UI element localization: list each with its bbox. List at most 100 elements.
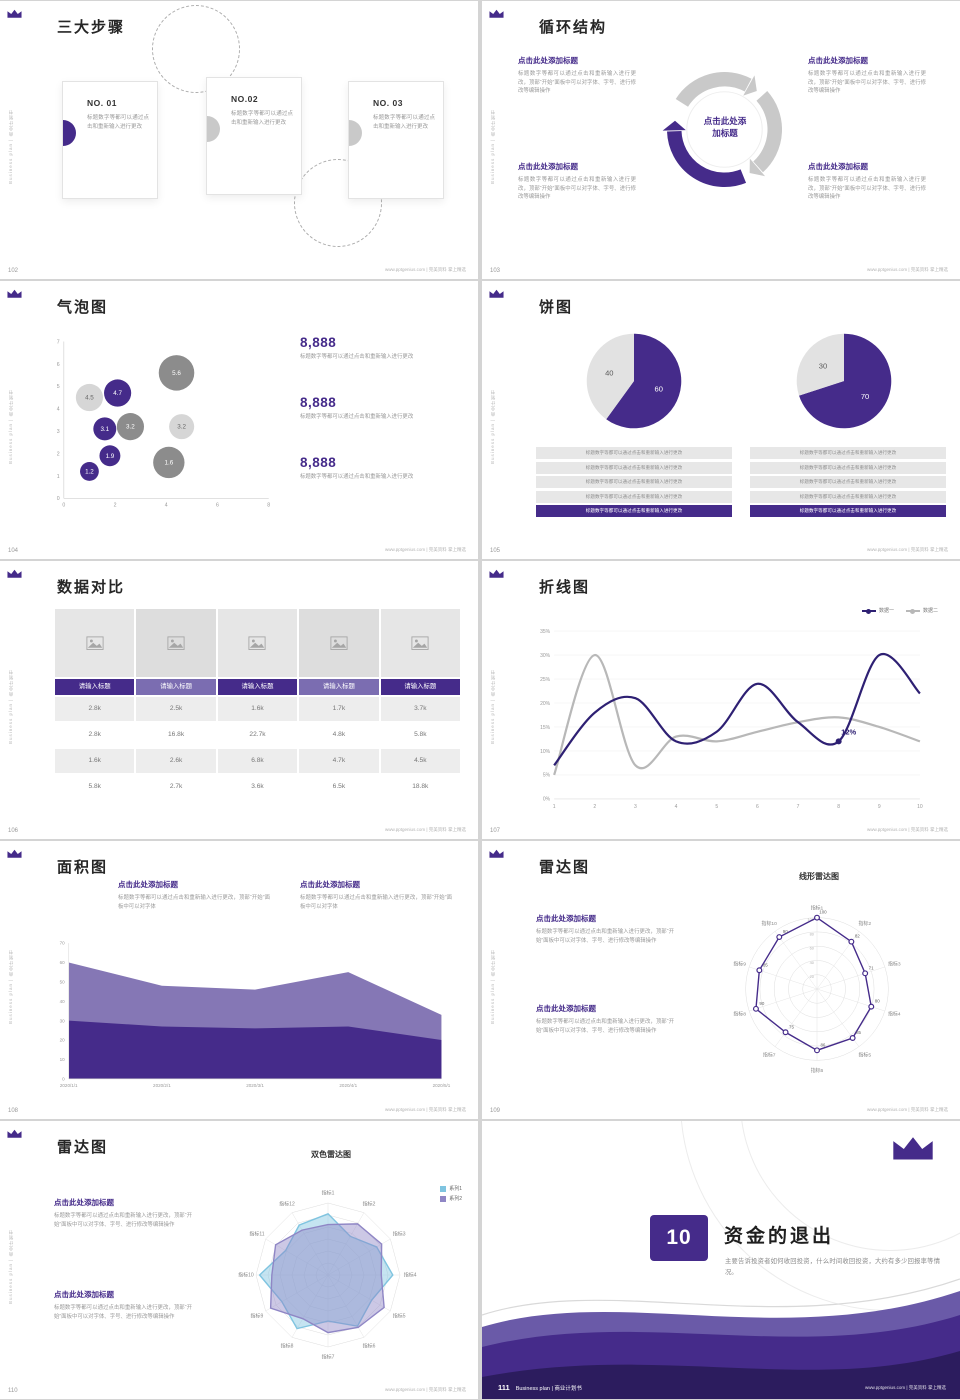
svg-text:2020/3/1: 2020/3/1 xyxy=(246,1083,264,1088)
legend-item: 系列1 xyxy=(440,1185,462,1192)
stat-value: 8,888 xyxy=(300,395,337,410)
stat-block-3: 8,888 标题数字等都可以通过点击和重新输入进行更改 xyxy=(300,455,450,482)
svg-text:5.6: 5.6 xyxy=(172,370,181,377)
svg-text:指标12: 指标12 xyxy=(279,1201,295,1208)
block-title: 点击此处添加标题 xyxy=(536,1004,596,1013)
table-cell: 3.7k xyxy=(380,697,460,721)
brand-logo-icon xyxy=(7,849,22,858)
step-card-3: NO. 03 标题数字等都可以通过点击和重新输入进行更改 xyxy=(348,81,444,199)
block-title: 点击此处添加标题 xyxy=(808,56,868,65)
sidebar-brand-text: Business plan | 商业计划书 xyxy=(490,668,495,744)
table-cell: 6.5k xyxy=(299,775,379,799)
svg-text:70: 70 xyxy=(861,392,869,401)
area-block-2: 点击此处添加标题 标题数字等都可以通过点击和重新输入进行更改，顶部“开始”面板中… xyxy=(300,879,452,911)
cycle-block-bottom-left: 点击此处添加标题 标题数字等都可以通过点击和重新输入进行更改，顶部“开始”面板中… xyxy=(518,161,636,202)
brand-logo-icon xyxy=(489,849,504,858)
semicircle-accent-icon xyxy=(63,120,76,146)
table-column: 请输入标题 1.7k 4.8k 4.7k 6.5k xyxy=(299,609,379,799)
page-title: 雷达图 xyxy=(57,1139,109,1156)
pie-chart-right: 70 30 xyxy=(792,329,896,433)
slide-three-steps: Business plan | 商业计划书 三大步骤 NO. 01 标题数字等都… xyxy=(0,1,478,279)
slide-sidebar: Business plan | 商业计划书 xyxy=(482,561,508,839)
svg-text:4: 4 xyxy=(165,503,168,509)
page-number: 108 xyxy=(8,1108,19,1114)
table-cell: 5.8k xyxy=(55,775,135,799)
brand-logo-icon xyxy=(7,569,22,578)
svg-text:25%: 25% xyxy=(540,677,551,683)
image-placeholder xyxy=(136,609,216,677)
stat-block-2: 8,888 标题数字等都可以通过点击和重新输入进行更改 xyxy=(300,395,450,422)
image-placeholder xyxy=(380,609,460,677)
svg-text:40: 40 xyxy=(810,960,815,965)
table-cell: 16.8k xyxy=(136,723,216,747)
image-placeholder xyxy=(217,609,298,677)
list-item: 标题数字等都可以通过点击和重新输入进行更改 xyxy=(536,490,732,503)
svg-text:30: 30 xyxy=(60,1018,66,1023)
svg-text:指标6: 指标6 xyxy=(363,1343,376,1350)
slide-sidebar: Business plan | 商业计划书 xyxy=(482,841,508,1119)
svg-text:1: 1 xyxy=(553,804,556,810)
brand-logo-icon xyxy=(7,289,22,298)
table-column: 请输入标题 3.7k 5.8k 4.5k 18.8k xyxy=(380,609,460,799)
list-item: 标题数字等都可以通过点击和重新输入进行更改 xyxy=(536,447,732,459)
svg-text:指标11: 指标11 xyxy=(249,1231,264,1238)
svg-text:2020/5/1: 2020/5/1 xyxy=(433,1083,451,1088)
radar-chart: 指标1 指标2 指标3 指标4 指标5 指标6 指标7 指标8 指标9 指标10 20 40 60 80 1… xyxy=(712,881,922,1093)
footer-site-text: www.pptgenius.com | 完美资料 掌上精选 xyxy=(867,827,948,832)
svg-text:1: 1 xyxy=(57,474,60,480)
dashed-connector-circle xyxy=(152,5,240,93)
step-text: 标题数字等都可以通过点击和重新输入进行更改 xyxy=(231,111,293,127)
slide-radar-line: Business plan | 商业计划书 雷达图 点击此处添加标题 标题数字等… xyxy=(482,841,960,1119)
slide-sidebar: Business plan | 商业计划书 xyxy=(0,561,26,839)
block-text: 标题数字等都可以通过点击和重新输入进行更改，顶部“开始”面板中可以对字体、字号、… xyxy=(808,71,926,95)
table-cell: 2.7k xyxy=(136,775,216,799)
column-header: 请输入标题 xyxy=(380,679,460,695)
footer-site-text: www.pptgenius.com | 完美资料 掌上精选 xyxy=(385,827,466,832)
svg-text:6: 6 xyxy=(57,362,60,368)
svg-text:60: 60 xyxy=(655,385,663,394)
svg-text:2: 2 xyxy=(57,451,60,457)
legend-line-marker xyxy=(861,608,876,614)
list-item: 标题数字等都可以通过点击和重新输入进行更改 xyxy=(750,476,946,488)
svg-text:75: 75 xyxy=(789,1024,794,1029)
svg-text:指标8: 指标8 xyxy=(281,1343,294,1350)
pie-chart-left: 60 40 xyxy=(582,329,686,433)
legend-label: 系列2 xyxy=(449,1196,462,1202)
legend-item: 系列2 xyxy=(440,1195,462,1202)
slide-cycle-structure: Business plan | 商业计划书 循环结构 点击此处添加标题 标题数字… xyxy=(482,1,960,279)
step-number: NO. 01 xyxy=(87,98,117,108)
image-placeholder-icon xyxy=(248,636,267,650)
svg-text:10: 10 xyxy=(917,804,923,810)
svg-text:3.2: 3.2 xyxy=(177,424,186,431)
block-text: 标题数字等都可以通过点击和重新输入进行更改，顶部“开始”面板中可以对字体、字号、… xyxy=(518,71,636,95)
radar-block-1: 点击此处添加标题 标题数字等都可以通过点击和重新输入进行更改，顶部“开始”面板中… xyxy=(54,1197,192,1229)
radar-block-2: 点击此处添加标题 标题数字等都可以通过点击和重新输入进行更改，顶部“开始”面板中… xyxy=(54,1289,192,1321)
block-text: 标题数字等都可以通过点击和重新输入进行更改，顶部“开始”面板中可以对字体、字号、… xyxy=(54,1213,192,1228)
footer-site-text: www.pptgenius.com | 完美资料 掌上精选 xyxy=(867,267,948,272)
table-cell: 2.6k xyxy=(136,749,216,773)
legend-line-marker xyxy=(905,608,920,614)
step-card-1: NO. 01 标题数字等都可以通过点击和重新输入进行更改 xyxy=(62,81,158,199)
svg-text:2020/2/1: 2020/2/1 xyxy=(153,1083,171,1088)
list-item: 标题数字等都可以通过点击和重新输入进行更改 xyxy=(750,447,946,459)
legend-swatch xyxy=(440,1185,447,1192)
slide-pie-chart: Business plan | 商业计划书 饼图 60 40 70 30 标题数字等… xyxy=(482,281,960,559)
table-cell: 18.8k xyxy=(380,775,460,799)
block-title: 点击此处添加标题 xyxy=(118,880,178,889)
svg-text:指标3: 指标3 xyxy=(888,960,901,967)
page-title: 三大步骤 xyxy=(57,19,126,36)
table-cell: 2.8k xyxy=(55,723,135,747)
footer-site-text: www.pptgenius.com | 完美资料 掌上精选 xyxy=(865,1385,946,1390)
page-number: 103 xyxy=(490,268,501,274)
page-number: 107 xyxy=(490,828,501,834)
brand-logo-icon xyxy=(7,9,22,18)
svg-text:3.1: 3.1 xyxy=(100,426,109,433)
svg-text:指标1: 指标1 xyxy=(811,904,824,911)
legend-item: 数据二 xyxy=(905,607,938,614)
svg-text:10%: 10% xyxy=(540,749,551,755)
svg-text:35%: 35% xyxy=(540,629,551,635)
svg-text:100: 100 xyxy=(807,917,814,922)
svg-text:20: 20 xyxy=(60,1038,66,1043)
block-text: 标题数字等都可以通过点击和重新输入进行更改，顶部“开始”面板中可以对字体 xyxy=(300,895,452,910)
chart-title: 线形雷达图 xyxy=(799,872,839,881)
